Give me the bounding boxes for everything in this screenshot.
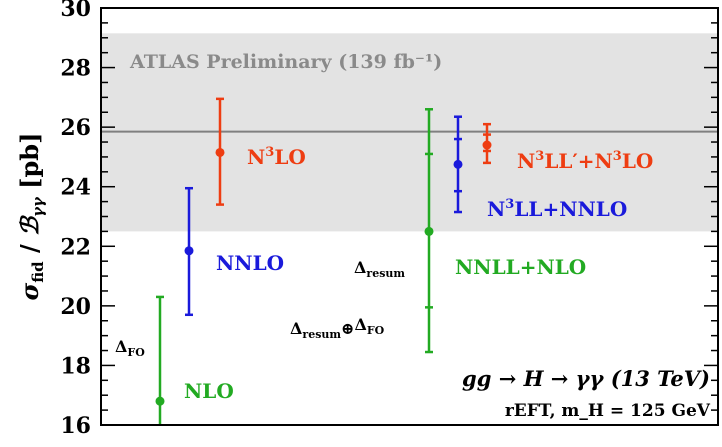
series-layer	[155, 97, 492, 424]
y-tick-label: 20	[60, 294, 91, 320]
delta-resum-label: Δresum	[354, 258, 405, 280]
measurement-label: ATLAS Preliminary (139 fb⁻¹)	[129, 51, 442, 73]
data-point	[155, 396, 165, 406]
series-label: N3LL+NNLO	[487, 197, 627, 221]
label-layer: ATLAS Preliminary (139 fb⁻¹) σfid / ℬγγ […	[15, 51, 711, 421]
y-axis-ticks: 16 18 20 22 24 26 28 30	[60, 0, 718, 439]
y-tick-label: 30	[60, 0, 91, 22]
series-label: N3LO	[247, 145, 306, 169]
data-point	[424, 226, 434, 236]
y-tick-label: 26	[60, 115, 91, 141]
measurement-band-layer	[101, 33, 718, 232]
delta-fo-label: ΔFO	[115, 337, 145, 359]
data-point	[482, 140, 492, 150]
y-tick-label: 16	[60, 413, 91, 439]
data-point	[184, 246, 194, 256]
process-annotation: gg → H → γγ (13 TeV)	[462, 366, 710, 391]
series-label: NNLO	[216, 251, 284, 275]
series-label: NLO	[184, 379, 234, 403]
y-tick-label: 22	[60, 234, 91, 260]
scheme-annotation: rEFT, m_H = 125 GeV	[505, 401, 711, 421]
y-tick-label: 18	[60, 353, 91, 379]
delta-resum-fo-label: Δresum⊕ΔFO	[290, 315, 385, 341]
y-axis-label: σfid / ℬγγ [pb]	[15, 133, 47, 301]
data-point	[453, 159, 463, 169]
y-tick-label: 24	[60, 175, 91, 201]
data-point	[215, 147, 225, 157]
series-label: N3LL′+N3LO	[517, 149, 653, 173]
y-tick-label: 28	[60, 56, 91, 82]
series-label: NNLL+NLO	[455, 255, 586, 279]
